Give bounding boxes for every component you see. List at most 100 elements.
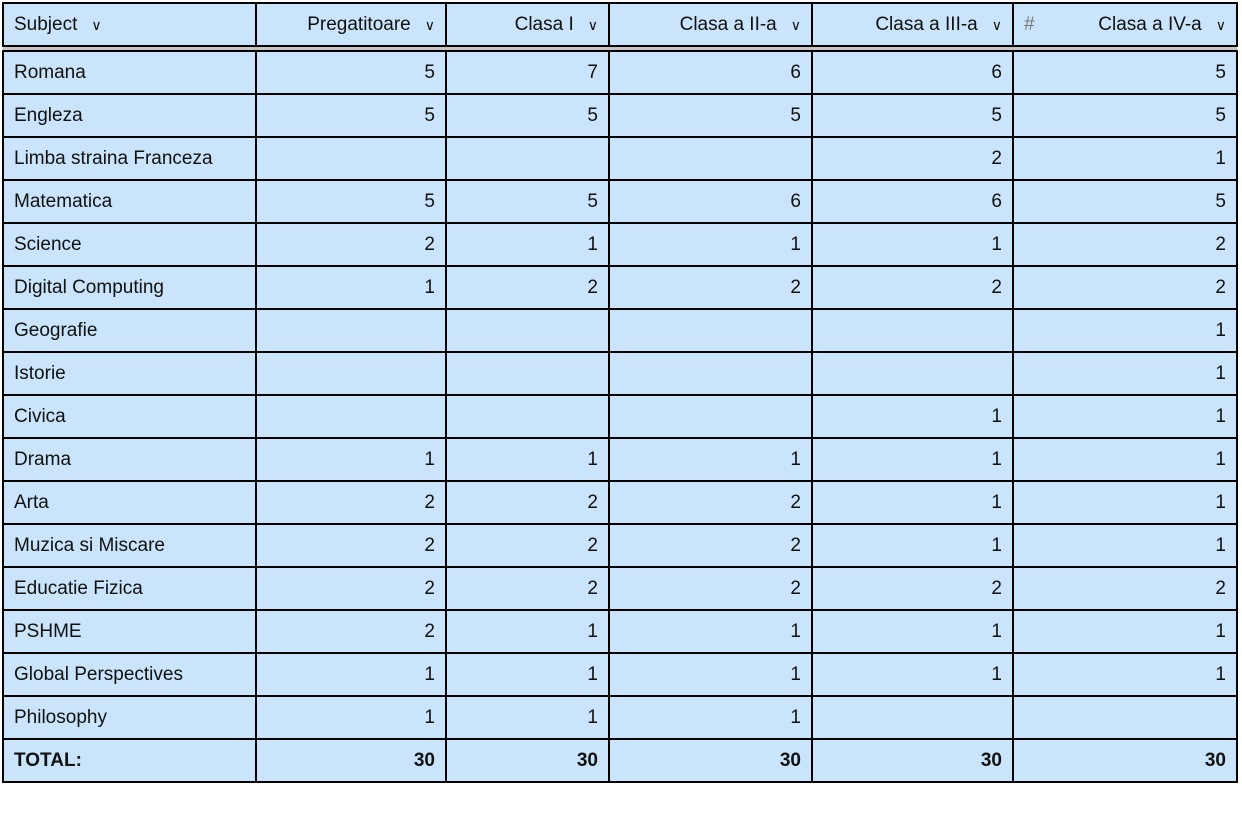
- hours-cell[interactable]: 6: [811, 179, 1014, 224]
- hours-cell[interactable]: 1: [1012, 523, 1238, 568]
- hours-cell[interactable]: [608, 394, 813, 439]
- subject-cell[interactable]: PSHME: [2, 609, 257, 654]
- hours-cell[interactable]: 1: [445, 695, 610, 740]
- hours-cell[interactable]: 1: [1012, 480, 1238, 525]
- hours-cell[interactable]: 1: [1012, 136, 1238, 181]
- chevron-down-icon[interactable]: ∨: [424, 16, 435, 33]
- chevron-down-icon[interactable]: ∨: [91, 16, 102, 33]
- hours-cell[interactable]: 2: [608, 480, 813, 525]
- hours-cell[interactable]: 5: [1012, 179, 1238, 224]
- hours-cell[interactable]: 1: [608, 222, 813, 267]
- hours-cell[interactable]: 1: [608, 609, 813, 654]
- subject-cell[interactable]: Global Perspectives: [2, 652, 257, 697]
- hours-cell[interactable]: 2: [1012, 566, 1238, 611]
- subject-cell[interactable]: Matematica: [2, 179, 257, 224]
- subject-cell[interactable]: Science: [2, 222, 257, 267]
- hours-cell[interactable]: 2: [255, 523, 447, 568]
- hours-cell[interactable]: 30: [255, 738, 447, 783]
- hours-cell[interactable]: [445, 308, 610, 353]
- subject-cell[interactable]: Civica: [2, 394, 257, 439]
- hours-cell[interactable]: [608, 136, 813, 181]
- hours-cell[interactable]: [255, 394, 447, 439]
- hours-cell[interactable]: 1: [1012, 351, 1238, 396]
- hours-cell[interactable]: 2: [255, 566, 447, 611]
- hours-cell[interactable]: 1: [811, 222, 1014, 267]
- column-header[interactable]: Clasa I ∨: [445, 2, 610, 47]
- hours-cell[interactable]: 5: [1012, 93, 1238, 138]
- hours-cell[interactable]: 1: [255, 437, 447, 482]
- column-header[interactable]: Subject ∨: [2, 2, 257, 47]
- hours-cell[interactable]: [255, 136, 447, 181]
- subject-cell[interactable]: Educatie Fizica: [2, 566, 257, 611]
- hours-cell[interactable]: 1: [445, 652, 610, 697]
- hours-cell[interactable]: 2: [445, 523, 610, 568]
- hours-cell[interactable]: 1: [1012, 437, 1238, 482]
- hours-cell[interactable]: 1: [1012, 609, 1238, 654]
- column-header[interactable]: Clasa a III-a ∨: [811, 2, 1014, 47]
- hours-cell[interactable]: 1: [445, 222, 610, 267]
- hours-cell[interactable]: 2: [608, 265, 813, 310]
- hours-cell[interactable]: 1: [811, 437, 1014, 482]
- chevron-down-icon[interactable]: ∨: [1215, 16, 1226, 33]
- subject-cell[interactable]: TOTAL:: [2, 738, 257, 783]
- chevron-down-icon[interactable]: ∨: [991, 16, 1002, 33]
- chevron-down-icon[interactable]: ∨: [790, 16, 801, 33]
- hours-cell[interactable]: 1: [255, 652, 447, 697]
- hours-cell[interactable]: 5: [255, 179, 447, 224]
- hours-cell[interactable]: [445, 136, 610, 181]
- hours-cell[interactable]: 5: [1012, 50, 1238, 95]
- subject-cell[interactable]: Limba straina Franceza: [2, 136, 257, 181]
- hours-cell[interactable]: 2: [811, 265, 1014, 310]
- hours-cell[interactable]: 1: [811, 523, 1014, 568]
- hours-cell[interactable]: 1: [811, 480, 1014, 525]
- hours-cell[interactable]: 2: [1012, 222, 1238, 267]
- hours-cell[interactable]: 2: [608, 566, 813, 611]
- hours-cell[interactable]: 2: [608, 523, 813, 568]
- column-header[interactable]: Clasa a II-a ∨: [608, 2, 813, 47]
- hours-cell[interactable]: 2: [255, 222, 447, 267]
- hours-cell[interactable]: 1: [445, 437, 610, 482]
- hours-cell[interactable]: 1: [608, 652, 813, 697]
- hours-cell[interactable]: [608, 308, 813, 353]
- hours-cell[interactable]: [1012, 695, 1238, 740]
- hours-cell[interactable]: 2: [811, 136, 1014, 181]
- hours-cell[interactable]: 2: [445, 480, 610, 525]
- hours-cell[interactable]: 1: [255, 265, 447, 310]
- subject-cell[interactable]: Digital Computing: [2, 265, 257, 310]
- hours-cell[interactable]: 5: [255, 93, 447, 138]
- hours-cell[interactable]: 1: [1012, 308, 1238, 353]
- hours-cell[interactable]: 1: [445, 609, 610, 654]
- subject-cell[interactable]: Engleza: [2, 93, 257, 138]
- hours-cell[interactable]: 5: [445, 93, 610, 138]
- subject-cell[interactable]: Drama: [2, 437, 257, 482]
- column-header[interactable]: # Clasa a IV-a ∨: [1012, 2, 1238, 47]
- subject-cell[interactable]: Arta: [2, 480, 257, 525]
- subject-cell[interactable]: Philosophy: [2, 695, 257, 740]
- hours-cell[interactable]: [608, 351, 813, 396]
- hours-cell[interactable]: [811, 695, 1014, 740]
- hours-cell[interactable]: 6: [608, 50, 813, 95]
- hours-cell[interactable]: 2: [1012, 265, 1238, 310]
- hours-cell[interactable]: [811, 308, 1014, 353]
- hours-cell[interactable]: 1: [608, 695, 813, 740]
- hours-cell[interactable]: [445, 351, 610, 396]
- hours-cell[interactable]: 1: [811, 609, 1014, 654]
- hours-cell[interactable]: 5: [608, 93, 813, 138]
- hours-cell[interactable]: 5: [255, 50, 447, 95]
- hours-cell[interactable]: 1: [811, 394, 1014, 439]
- hours-cell[interactable]: 1: [255, 695, 447, 740]
- column-header[interactable]: Pregatitoare ∨: [255, 2, 447, 47]
- subject-cell[interactable]: Istorie: [2, 351, 257, 396]
- hours-cell[interactable]: 1: [1012, 652, 1238, 697]
- hours-cell[interactable]: [255, 351, 447, 396]
- hours-cell[interactable]: 30: [811, 738, 1014, 783]
- hours-cell[interactable]: 1: [608, 437, 813, 482]
- hours-cell[interactable]: [255, 308, 447, 353]
- hours-cell[interactable]: [445, 394, 610, 439]
- hours-cell[interactable]: 6: [811, 50, 1014, 95]
- hours-cell[interactable]: 7: [445, 50, 610, 95]
- hours-cell[interactable]: 1: [811, 652, 1014, 697]
- hours-cell[interactable]: 1: [1012, 394, 1238, 439]
- hours-cell[interactable]: [811, 351, 1014, 396]
- subject-cell[interactable]: Muzica si Miscare: [2, 523, 257, 568]
